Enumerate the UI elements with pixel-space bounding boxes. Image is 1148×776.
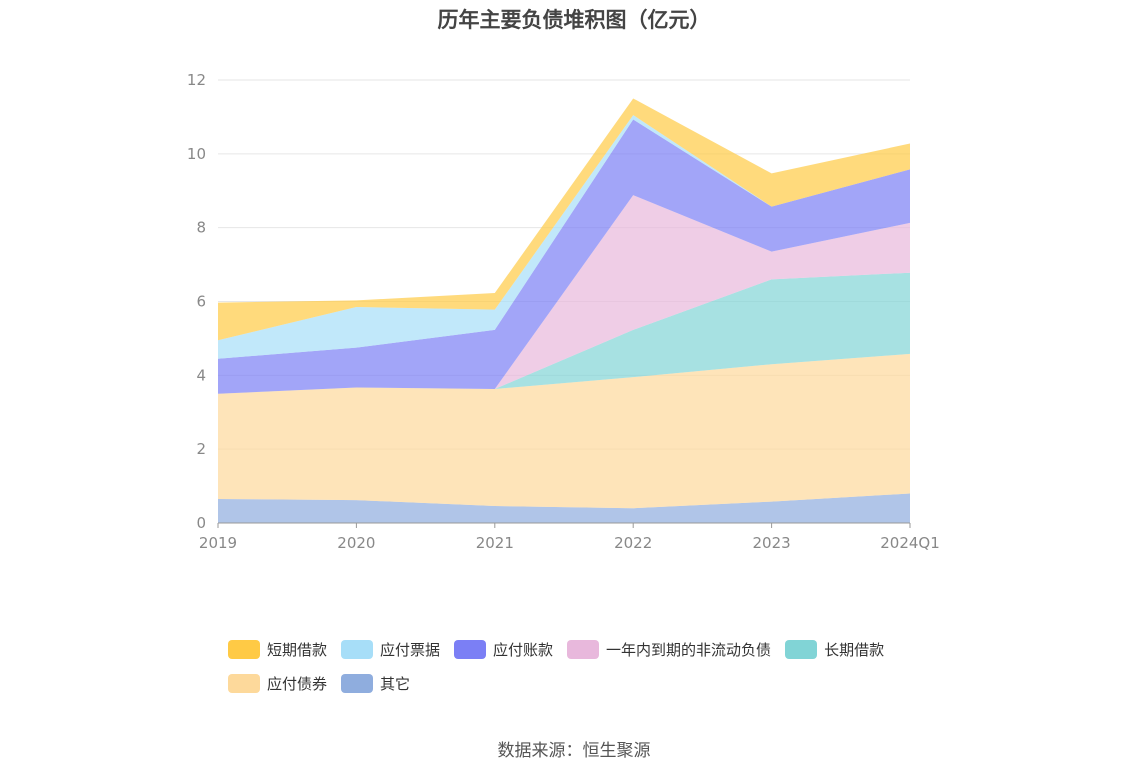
legend-label: 其它 bbox=[380, 674, 411, 693]
area-series bbox=[218, 98, 910, 341]
chart-title: 历年主要负债堆积图（亿元） bbox=[437, 8, 711, 32]
legend-label: 应付债券 bbox=[267, 674, 328, 693]
legend-label: 一年内到期的非流动负债 bbox=[606, 640, 772, 659]
legend-label: 长期借款 bbox=[824, 640, 885, 659]
legend-swatch bbox=[228, 673, 260, 693]
x-tick-label: 2024Q1 bbox=[880, 534, 940, 552]
data-source: 数据来源：恒生聚源 bbox=[497, 741, 651, 761]
legend-label: 应付票据 bbox=[380, 640, 441, 659]
legend-item[interactable]: 其它 bbox=[341, 672, 410, 694]
stacked-area-chart: 0 2 4 6 8 10 12 2019 2020 2021 2022 2023 2024Q1 bbox=[187, 71, 940, 552]
legend-swatch bbox=[454, 639, 487, 659]
area-series bbox=[218, 272, 910, 394]
legend-swatch bbox=[785, 639, 818, 659]
legend-swatch bbox=[228, 639, 260, 659]
legend-item[interactable]: 应付账款 bbox=[454, 638, 553, 660]
y-tick-label: 4 bbox=[196, 366, 206, 384]
legend-item[interactable]: 长期借款 bbox=[785, 638, 884, 660]
legend-swatch bbox=[341, 673, 374, 693]
legend-item[interactable]: 短期借款 bbox=[228, 638, 327, 660]
area-series bbox=[218, 115, 910, 359]
x-tick-label: 2023 bbox=[753, 534, 791, 552]
area-series bbox=[218, 493, 910, 523]
y-tick-label: 10 bbox=[187, 145, 206, 163]
x-tick-label: 2021 bbox=[476, 534, 514, 552]
chart-legend: 短期借款 应付票据 应付账款 一年内到期的非流动负债 长期借款应付债券 其它 bbox=[228, 638, 988, 694]
x-tick-label: 2019 bbox=[199, 534, 237, 552]
legend-swatch bbox=[567, 639, 600, 659]
y-tick-label: 0 bbox=[196, 514, 206, 532]
area-series bbox=[218, 119, 910, 394]
y-tick-label: 12 bbox=[187, 71, 206, 89]
area-series bbox=[218, 353, 910, 509]
y-tick-label: 6 bbox=[196, 293, 206, 311]
legend-item[interactable]: 一年内到期的非流动负债 bbox=[567, 638, 771, 660]
area-series bbox=[218, 195, 910, 394]
legend-label: 短期借款 bbox=[267, 640, 328, 659]
x-tick-label: 2020 bbox=[337, 534, 375, 552]
x-tick-label: 2022 bbox=[614, 534, 652, 552]
legend-item[interactable]: 应付票据 bbox=[341, 638, 440, 660]
legend-label: 应付账款 bbox=[493, 640, 554, 659]
y-tick-label: 2 bbox=[196, 440, 206, 458]
y-tick-label: 8 bbox=[196, 219, 206, 237]
legend-swatch bbox=[341, 639, 374, 659]
legend-item[interactable]: 应付债券 bbox=[228, 672, 327, 694]
